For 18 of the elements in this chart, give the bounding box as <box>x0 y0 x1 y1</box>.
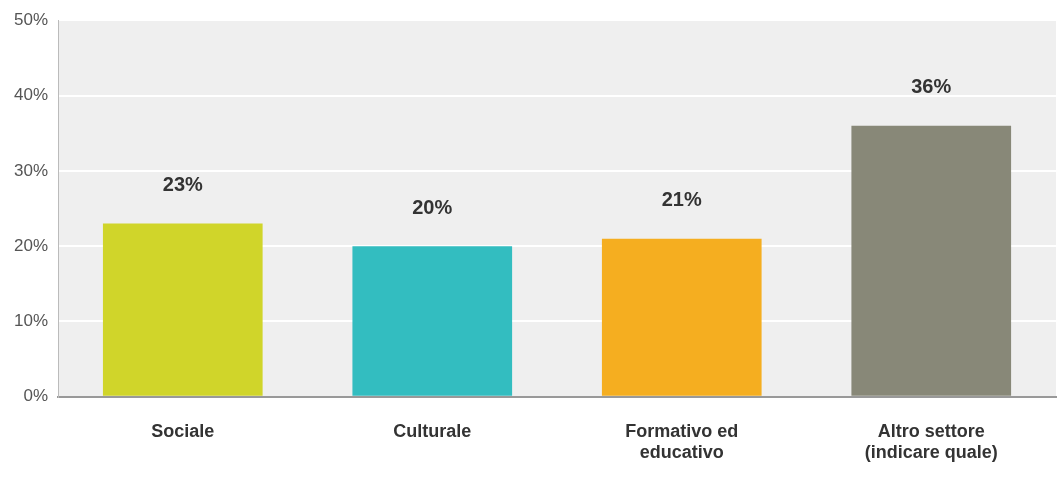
x-tick-label: Sociale <box>151 420 215 441</box>
y-tick-label: 40% <box>13 85 49 105</box>
x-tick-label: Formativo ed educativo <box>625 420 739 463</box>
y-tick-label: 20% <box>13 235 49 255</box>
data-label: 21% <box>661 188 702 211</box>
data-label: 36% <box>911 75 952 98</box>
y-tick-label: 50% <box>13 9 49 29</box>
bar <box>601 238 762 396</box>
x-tick-label: Altro settore (indicare quale) <box>864 420 998 463</box>
data-label: 23% <box>162 173 203 196</box>
x-tick-label: Culturale <box>393 420 472 441</box>
data-label: 20% <box>412 195 453 218</box>
bar <box>851 125 1012 396</box>
y-tick-label: 0% <box>23 386 49 406</box>
bar <box>102 223 263 396</box>
y-tick-label: 30% <box>13 160 49 180</box>
y-tick-label: 10% <box>13 311 49 331</box>
bar <box>352 246 513 396</box>
